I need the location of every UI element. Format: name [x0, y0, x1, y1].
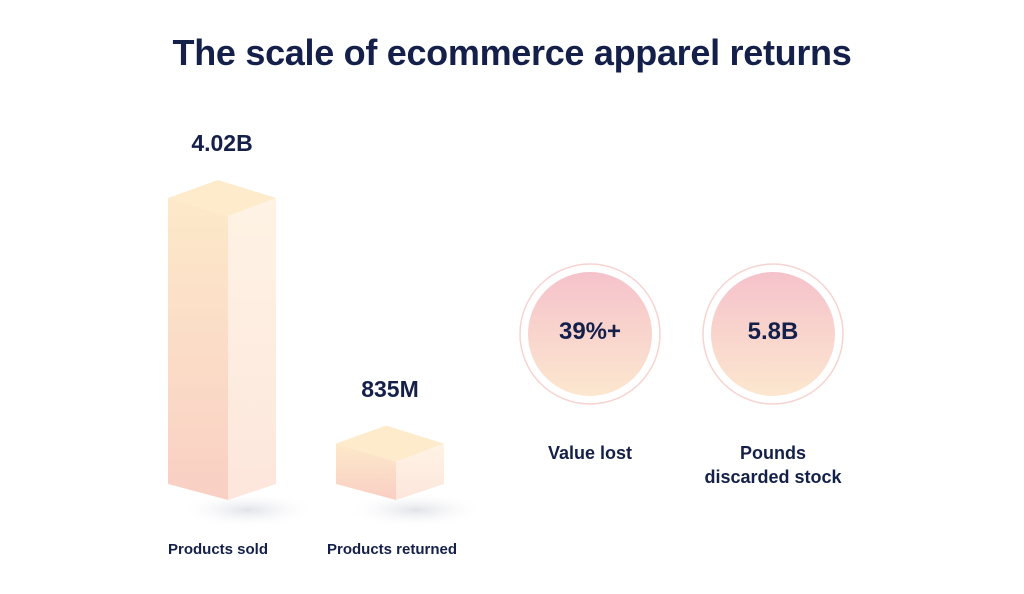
stat-circle-fill [528, 272, 652, 396]
stat-circle-ring [702, 263, 844, 405]
bar-category-label: Products returned [326, 541, 458, 558]
stat-label-line: Pounds [740, 443, 806, 463]
bar-1 [168, 180, 318, 528]
stat-label-line: Value lost [547, 443, 633, 463]
stat-label: Value lost [480, 441, 700, 465]
bar-shadow [178, 492, 318, 528]
stat-circle-fill [711, 272, 835, 396]
stat-value: 5.8B [747, 318, 799, 345]
stat-value: 39%+ [558, 318, 622, 345]
bar-2 [336, 425, 486, 528]
bar-front-face [168, 198, 228, 500]
bar-side-face [228, 198, 276, 500]
bar-top-face [168, 180, 276, 216]
bar-shadow [346, 492, 486, 528]
stat-label-line: discarded stock [704, 467, 842, 487]
stat-circle-ring [519, 263, 661, 405]
stat-label: Pounds discarded stock [663, 441, 883, 489]
stat-circle-1 [519, 263, 661, 405]
bar-value-label: 835M [361, 375, 419, 402]
bar-front-face [336, 443, 396, 500]
bar-value-label: 4.02B [191, 130, 253, 156]
bar-category-label: Products sold [167, 541, 268, 558]
chart-title: The scale of ecommerce apparel returns [172, 32, 852, 73]
bar-side-face [396, 443, 444, 500]
bar-top-face [336, 425, 444, 462]
stat-circle-2 [702, 263, 844, 405]
